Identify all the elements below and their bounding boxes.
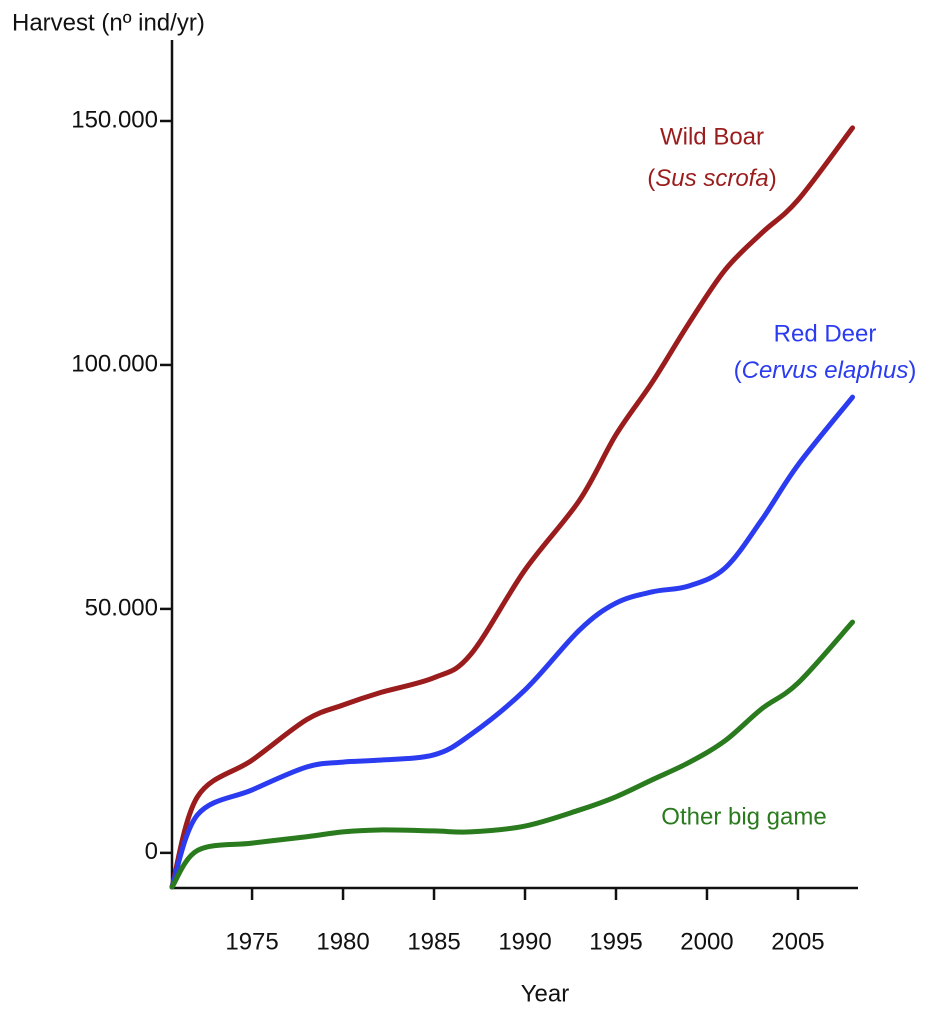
latin-part: ) — [769, 165, 777, 192]
x-tick-label: 1980 — [316, 928, 369, 955]
latin-part: ) — [908, 357, 916, 384]
series-label: Wild Boar — [660, 123, 764, 150]
x-tick-label: 2000 — [680, 928, 733, 955]
latin-part: ( — [647, 165, 655, 192]
latin-part: Sus scrofa — [655, 165, 768, 192]
series-label: Red Deer — [774, 320, 877, 347]
x-tick-label: 1995 — [589, 928, 642, 955]
series-latin-name: (Cervus elaphus) — [734, 357, 917, 384]
series-line — [169, 125, 856, 890]
y-tick-label: 0 — [145, 838, 158, 865]
x-tick-label: 1985 — [407, 928, 460, 955]
latin-part: ( — [734, 357, 742, 384]
x-tick-label: 2005 — [771, 928, 824, 955]
x-tick-label: 1975 — [225, 928, 278, 955]
series-line — [169, 619, 856, 890]
y-tick-label: 100.000 — [71, 350, 158, 377]
series-label: Other big game — [661, 803, 826, 830]
y-axis-label: Harvest (nº ind/yr) — [12, 9, 205, 36]
series-latin-name: (Sus scrofa) — [647, 165, 776, 192]
series-line — [169, 394, 856, 890]
y-tick-label: 150.000 — [71, 106, 158, 133]
y-tick-label: 50.000 — [85, 594, 158, 621]
latin-part: Cervus elaphus — [742, 357, 909, 384]
x-axis-label: Year — [521, 980, 570, 1007]
x-tick-label: 1990 — [498, 928, 551, 955]
